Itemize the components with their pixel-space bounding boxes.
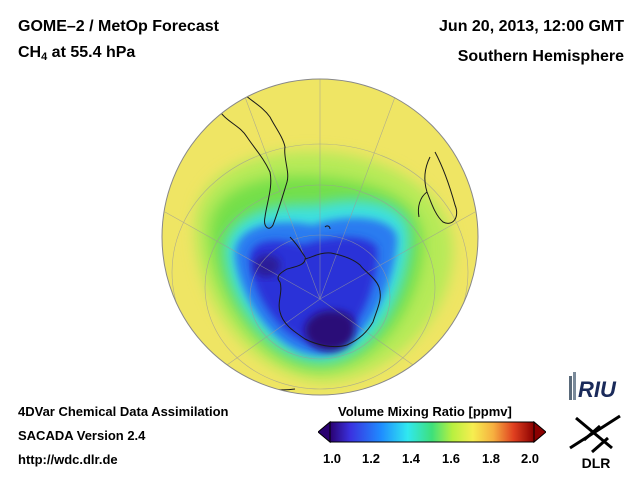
species-name: CH	[18, 44, 42, 61]
website-url: http://wdc.dlr.de	[18, 452, 118, 467]
darkest-core-west	[254, 254, 281, 278]
south-georgia	[324, 225, 331, 230]
hemisphere-label: Southern Hemisphere	[457, 48, 624, 65]
colorbar-tick: 1.0	[322, 451, 342, 466]
colorbar-title: Volume Mixing Ratio [ppmv]	[338, 404, 512, 419]
pressure-level: at 55.4 hPa	[47, 44, 136, 61]
colorbar-tick: 2.0	[520, 451, 540, 466]
colorbar-tick: 1.4	[401, 451, 421, 466]
antarctica-coast	[278, 252, 381, 348]
riu-logo-bar	[569, 376, 572, 400]
forecast-date: Jun 20, 2013, 12:00 GMT	[439, 18, 624, 35]
antarctic-peninsula	[277, 236, 306, 283]
riu-logo: RIU	[569, 372, 617, 402]
africa-coast	[424, 151, 458, 224]
riu-logo-text: RIU	[578, 377, 617, 402]
concentration-field	[195, 151, 454, 382]
species-level-label: CH4 at 55.4 hPa	[18, 44, 135, 63]
species-subscript: 4	[41, 51, 48, 63]
version-label: SACADA Version 2.4	[18, 428, 146, 443]
darkest-core	[304, 310, 355, 352]
africa-west-coast	[417, 191, 428, 218]
riu-logo-bar	[573, 372, 576, 400]
colorbar-gradient	[329, 421, 535, 443]
globe-map	[161, 78, 479, 396]
map-title: GOME–2 / MetOp Forecast	[18, 18, 219, 35]
dlr-logo-text: DLR	[582, 455, 611, 471]
dlr-logo: DLR	[569, 414, 621, 471]
colorbar-tick: 1.8	[481, 451, 501, 466]
assimilation-label: 4DVar Chemical Data Assimilation	[18, 404, 229, 419]
globe-rim	[161, 78, 479, 396]
colorbar-tick: 1.6	[441, 451, 461, 466]
south-america-coast	[216, 94, 289, 229]
colorbar-high-arrow	[533, 420, 546, 444]
colorbar-tick: 1.2	[361, 451, 381, 466]
colorbar	[318, 420, 546, 444]
dlr-logo-mark	[569, 414, 621, 454]
colorbar-low-arrow	[318, 420, 331, 444]
